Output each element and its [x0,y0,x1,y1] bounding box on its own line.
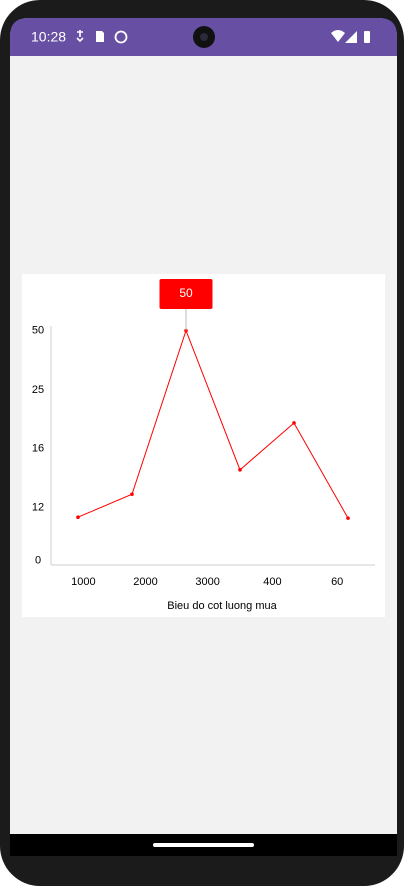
chart-card [22,274,385,617]
status-time: 10:28 [31,29,66,45]
point [292,421,296,425]
download-icon [76,30,84,43]
point [184,328,188,333]
x-tick-label: 400 [263,576,281,588]
tooltip-box [159,279,213,309]
wifi-icon [331,30,345,42]
x-tick-label: 60 [331,576,343,588]
point [346,516,350,520]
y-tick-label: 12 [32,501,44,513]
y-tick-label: 50 [32,325,44,337]
point [76,515,80,519]
y-tick-label: 0 [35,554,41,566]
y-tick-label: 16 [32,443,44,455]
x-axis-label: Bieu do cot luong mua [167,600,277,612]
x-tick-label: 1000 [71,576,95,588]
point [238,468,242,472]
app-icon [114,30,128,44]
signal-icon [345,31,357,43]
x-tick-label: 2000 [133,576,157,588]
y-tick-label: 25 [32,384,44,396]
battery-icon [364,31,370,43]
sd-icon [96,31,104,42]
tooltip-value: 50 [179,286,193,300]
point [130,492,134,497]
tooltip: 50 [159,279,213,331]
camera-lens [200,33,208,41]
home-pill [153,843,254,847]
line [77,329,349,519]
x-tick-label: 3000 [195,576,219,588]
chart: Bieu do cot luong mua 0 12 16 25 50 1000 2000 3… [32,325,375,612]
